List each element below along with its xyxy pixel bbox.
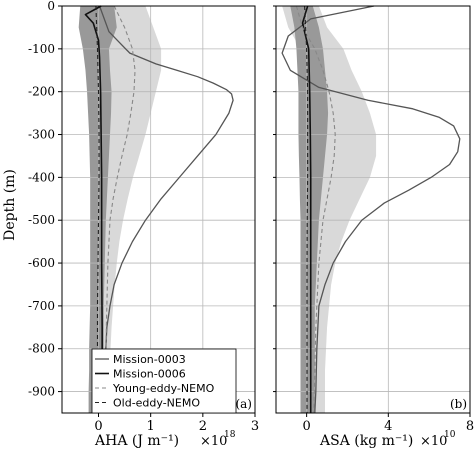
spread-band xyxy=(290,6,329,413)
legend-entry: Young-eddy-NEMO xyxy=(112,382,215,395)
y-tick-label: -700 xyxy=(28,299,55,313)
y-tick-label: 0 xyxy=(47,0,55,13)
series-line xyxy=(281,5,461,414)
series-line xyxy=(304,5,309,413)
x-tick-label: 4 xyxy=(384,419,392,434)
svg-text:18: 18 xyxy=(224,430,236,440)
svg-text:×10: ×10 xyxy=(200,434,227,449)
panel-a: 0 1 2 3 0 -100 -200 -300 -400 -500 -600 -700 -800 -90… xyxy=(28,0,259,434)
legend-entry: Mission-0006 xyxy=(113,368,186,381)
panel-label: (a) xyxy=(235,397,252,411)
series-line xyxy=(95,5,100,413)
spread-band xyxy=(78,6,117,413)
y-tick-label: -900 xyxy=(28,385,55,399)
legend-box xyxy=(91,348,237,414)
y-tick-label: -800 xyxy=(28,342,55,356)
y-tick-label: -500 xyxy=(28,213,55,227)
series-line xyxy=(104,5,136,414)
x-tick-label: 2 xyxy=(199,419,207,434)
series-line xyxy=(84,5,103,413)
y-tick-label: -200 xyxy=(28,85,55,99)
svg-text:10: 10 xyxy=(444,430,456,440)
x-tick-label: 8 xyxy=(466,419,474,434)
svg-text:AHA (J m⁻¹): AHA (J m⁻¹) xyxy=(94,433,179,449)
plot-frame xyxy=(275,5,471,414)
panel-label: (b) xyxy=(450,397,467,411)
panel-b: 0 4 8 (b) xyxy=(273,5,474,434)
y-axis-label: Depth (m) xyxy=(2,169,18,241)
y-tick-label: -300 xyxy=(28,128,55,142)
x-axis-label-a: AHA (J m⁻¹) ×10 18 xyxy=(94,430,236,449)
x-tick-label: 3 xyxy=(251,419,259,434)
y-tick-label: -600 xyxy=(28,256,55,270)
y-tick-label: -100 xyxy=(28,42,55,56)
svg-text:ASA (kg m⁻¹): ASA (kg m⁻¹) xyxy=(319,433,413,449)
series-line xyxy=(295,5,336,414)
series-line xyxy=(98,5,234,414)
legend-entry: Mission-0003 xyxy=(113,353,186,366)
spread-band xyxy=(99,6,162,413)
spread-band xyxy=(282,6,377,413)
x-tick-label: 1 xyxy=(147,419,155,434)
x-tick-label: 0 xyxy=(302,419,310,434)
legend-entry: Old-eddy-NEMO xyxy=(113,397,200,410)
x-axis-label-b: ASA (kg m⁻¹) ×10 10 xyxy=(319,430,456,449)
x-tick-label: 0 xyxy=(94,419,102,434)
y-tick-label: -400 xyxy=(28,170,55,184)
svg-text:×10: ×10 xyxy=(420,434,447,449)
